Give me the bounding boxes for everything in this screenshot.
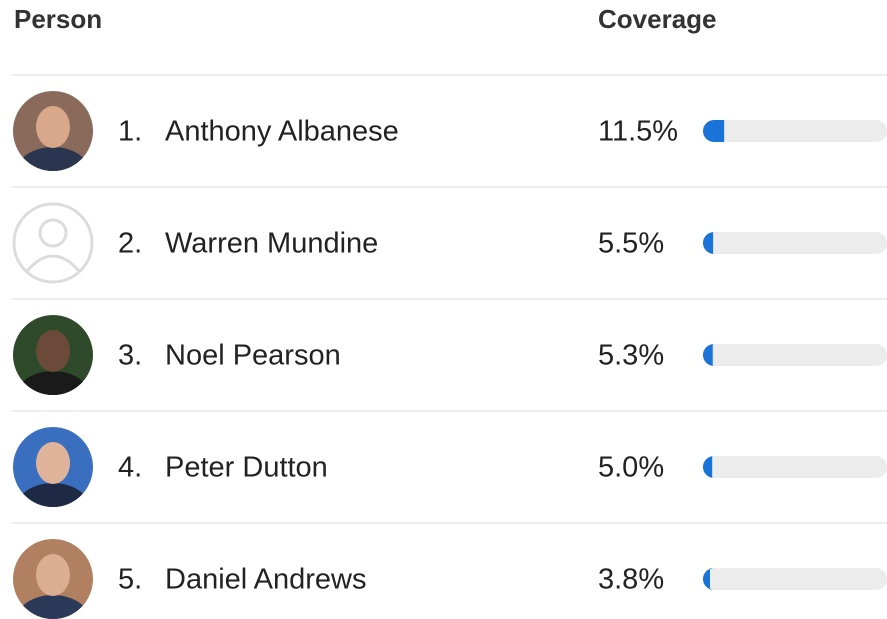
person-name: Peter Dutton xyxy=(165,452,328,484)
person-name: Warren Mundine xyxy=(165,228,378,260)
coverage-label: 5.3% xyxy=(598,340,664,372)
rank: 1. xyxy=(118,116,142,148)
avatar-photo xyxy=(13,539,93,619)
avatar-placeholder xyxy=(14,204,92,282)
person-name: Daniel Andrews xyxy=(165,564,367,596)
rank: 3. xyxy=(118,340,142,372)
person-name: Anthony Albanese xyxy=(165,116,399,148)
avatar-photo xyxy=(13,427,93,531)
avatar-photo xyxy=(13,91,93,195)
bar-track xyxy=(703,344,887,366)
coverage-bar xyxy=(703,344,714,366)
avatar xyxy=(14,204,92,282)
avatar xyxy=(13,91,93,195)
person-name: Noel Pearson xyxy=(165,340,341,372)
bar-track xyxy=(703,120,887,142)
rank: 4. xyxy=(118,452,142,484)
header-person: Person xyxy=(14,4,102,34)
avatar-photo xyxy=(13,315,93,419)
rank: 2. xyxy=(118,228,142,260)
avatar-face xyxy=(36,106,70,148)
coverage-label: 3.8% xyxy=(598,564,664,596)
avatar xyxy=(13,427,93,531)
coverage-bar xyxy=(703,120,724,142)
coverage-label: 11.5% xyxy=(598,116,678,148)
coverage-label: 5.0% xyxy=(598,452,664,484)
avatar xyxy=(13,315,93,419)
bar-track xyxy=(703,568,887,590)
avatar-face xyxy=(36,442,70,484)
header-coverage: Coverage xyxy=(598,4,717,34)
avatar xyxy=(13,539,93,619)
bar-track xyxy=(703,456,887,478)
avatar-face xyxy=(36,554,70,596)
coverage-label: 5.5% xyxy=(598,228,664,260)
avatar-face xyxy=(36,330,70,372)
coverage-table: Person Coverage 1. Anthony Albanese 11.5% 2… xyxy=(0,0,887,619)
coverage-bar xyxy=(703,232,714,254)
rank: 5. xyxy=(118,564,142,596)
bar-track xyxy=(703,232,887,254)
